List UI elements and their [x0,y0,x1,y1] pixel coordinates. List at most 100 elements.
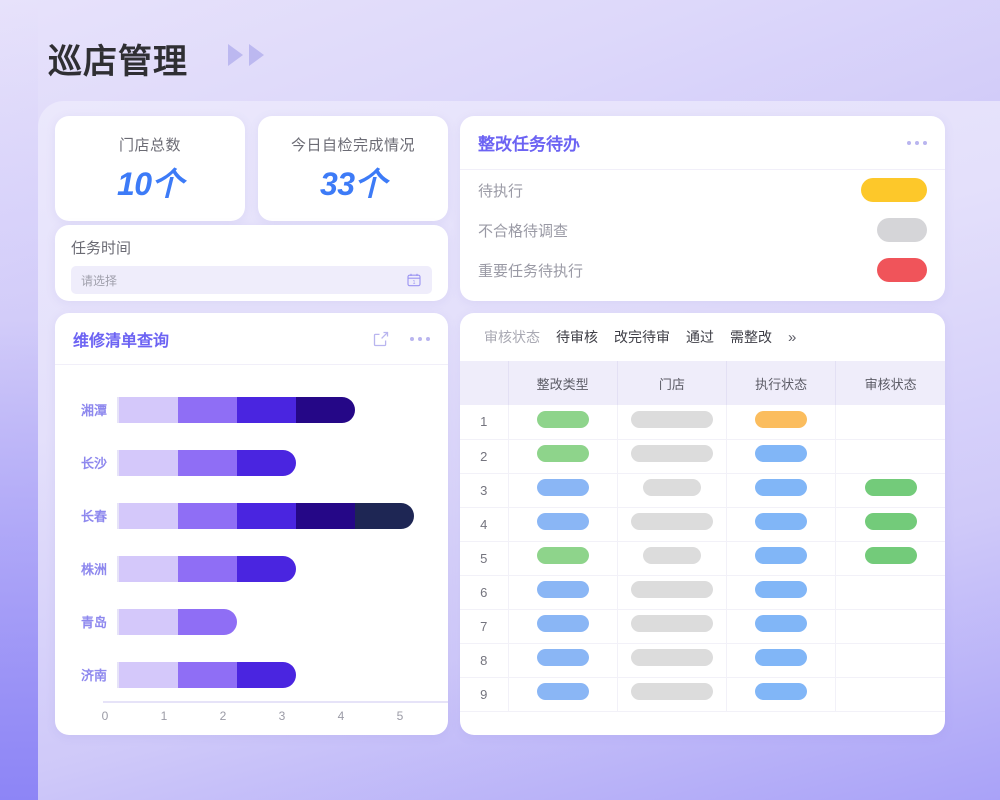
todo-status-pill [877,218,927,242]
chart-bar-segment [178,449,237,476]
cell-status-pill [536,479,589,496]
table-cell-type [508,541,618,576]
task-time-input[interactable]: 请选择 1 [71,266,432,294]
chart-bar-segment [178,608,237,635]
chart-bar-segment [119,661,178,688]
table-cell-type [508,473,618,508]
table-row[interactable]: 1 [460,405,945,440]
todo-row-label: 待执行 [478,182,524,200]
cell-status-pill [536,547,589,564]
cell-status-pill [864,547,917,564]
chart-stacked-bar[interactable] [119,555,296,582]
table-cell-audit-status [835,575,945,610]
todo-row[interactable]: 待执行 [460,170,945,210]
filter-tab-pending-review[interactable]: 待审核 [556,329,598,345]
column-header-type[interactable]: 整改类型 [508,361,618,405]
chart-stacked-bar[interactable] [119,661,296,688]
cell-status-pill [536,513,589,530]
chart-x-tick: 3 [278,709,286,723]
table-cell-type [508,609,618,644]
table-row[interactable]: 4 [460,507,945,542]
table-row-index: 1 [460,405,509,440]
table-cell-type [508,439,618,474]
cell-status-pill [755,581,808,598]
chart-stacked-bar[interactable] [119,608,237,635]
table-row[interactable]: 9 [460,677,945,712]
svg-text:1: 1 [413,280,416,286]
table-row[interactable]: 3 [460,473,945,508]
audit-table-card: 审核状态 待审核 改完待审 通过 需整改 » 整改类型 门店 执行状态 审核状态… [460,313,945,735]
table-row[interactable]: 2 [460,439,945,474]
chart-stacked-bar[interactable] [119,502,414,529]
filter-tab-fixed-pending[interactable]: 改完待审 [614,329,670,345]
cell-status-pill [630,513,713,530]
column-header-exec-status[interactable]: 执行状态 [726,361,837,405]
chart-bar-track [117,608,426,635]
table-row[interactable]: 6 [460,575,945,610]
chart-category-label: 湘潭 [80,403,107,418]
chart-stacked-bar[interactable] [119,449,296,476]
table-row-index: 5 [460,541,509,576]
filter-expand-icon[interactable]: » [788,328,797,346]
todo-row[interactable]: 重要任务待执行 [460,250,945,290]
task-time-card: 任务时间 请选择 1 [55,225,448,301]
column-header-store[interactable]: 门店 [617,361,728,405]
cell-status-pill [536,581,589,598]
table-cell-audit-status [835,643,945,678]
chart-category-label: 长春 [80,509,107,524]
more-dots-icon[interactable] [907,140,927,145]
chart-bar-row: 株洲 [69,542,426,595]
chart-bar-segment [119,555,178,582]
stat-label: 门店总数 [118,137,181,154]
table-cell-exec-status [726,439,837,474]
cell-status-pill [630,581,713,598]
filter-tab-needs-fix[interactable]: 需整改 [730,329,772,345]
chart-category-label: 株洲 [80,562,107,577]
share-export-icon[interactable] [372,330,390,348]
table-cell-audit-status [835,405,945,440]
double-right-triangle-icon [228,44,264,66]
chart-bar-segment [119,608,178,635]
more-dots-icon[interactable] [410,336,430,341]
table-cell-exec-status [726,541,837,576]
table-cell-store [617,405,728,440]
cell-status-pill [755,513,808,530]
table-row-index: 3 [460,473,509,508]
chart-bar-segment [178,502,237,529]
chart-category-label: 长沙 [80,456,107,471]
cell-status-pill [536,615,589,632]
todo-row[interactable]: 不合格待调查 [460,210,945,250]
calendar-icon[interactable]: 1 [406,272,422,288]
filter-label: 审核状态 [484,329,540,345]
chart-bar-segment [119,449,178,476]
todo-row-label: 重要任务待执行 [478,262,584,280]
chart-card: 维修清单查询 湘潭 长沙 长春 株洲 青岛 济南 0 1 2 3 4 5 [55,313,448,735]
table-row[interactable]: 8 [460,643,945,678]
cell-status-pill [536,683,589,700]
chart-bar-segment [178,661,237,688]
chart-x-tick: 4 [337,709,345,723]
chart-bar-segment [119,396,178,423]
column-header-audit-status[interactable]: 审核状态 [835,361,945,405]
cell-status-pill [536,649,589,666]
table-cell-type [508,405,618,440]
cell-status-pill [642,547,701,564]
task-time-placeholder: 请选择 [81,273,118,288]
task-time-label: 任务时间 [71,240,132,257]
table-cell-audit-status [835,507,945,542]
table-row[interactable]: 5 [460,541,945,576]
cell-status-pill [630,649,713,666]
table-row-index: 6 [460,575,509,610]
table-row[interactable]: 7 [460,609,945,644]
table-cell-exec-status [726,405,837,440]
table-cell-audit-status [835,541,945,576]
chart-bar-row: 长春 [69,489,426,542]
chart-bar-track [117,661,426,688]
cell-status-pill [755,683,808,700]
chart-stacked-bar[interactable] [119,396,355,423]
filter-tab-passed[interactable]: 通过 [686,329,714,345]
cell-status-pill [630,410,713,428]
table-row-index: 2 [460,439,509,474]
table-cell-exec-status [726,507,837,542]
cell-status-pill [630,445,713,462]
